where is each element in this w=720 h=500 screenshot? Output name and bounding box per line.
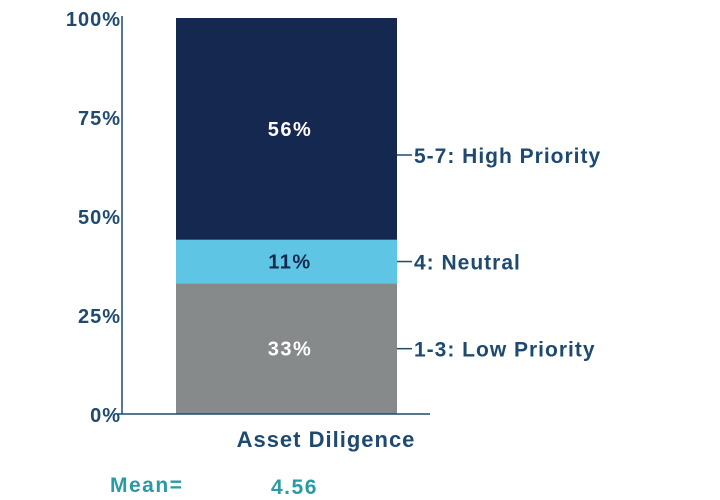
- legend-label: 4: Neutral: [414, 252, 521, 275]
- y-tick-label: 25%: [78, 306, 121, 328]
- segment-value-label: 11%: [268, 252, 311, 274]
- mean-label: Mean=: [110, 474, 183, 497]
- mean-value: 4.56: [271, 476, 318, 499]
- legend-label: 1-3: Low Priority: [414, 339, 596, 362]
- x-axis-label: Asset Diligence: [237, 427, 416, 452]
- y-tick-label: 0%: [90, 405, 121, 427]
- bar-segment: [176, 239, 397, 284]
- bar-segment: [176, 283, 397, 414]
- y-tick-label: 100%: [66, 9, 121, 31]
- legend-label: 5-7: High Priority: [414, 145, 601, 168]
- y-tick-label: 50%: [78, 207, 121, 229]
- segment-value-label: 33%: [268, 339, 313, 361]
- y-tick-label: 75%: [78, 108, 121, 130]
- segment-value-label: 56%: [268, 119, 313, 141]
- bar-segment: [176, 18, 397, 240]
